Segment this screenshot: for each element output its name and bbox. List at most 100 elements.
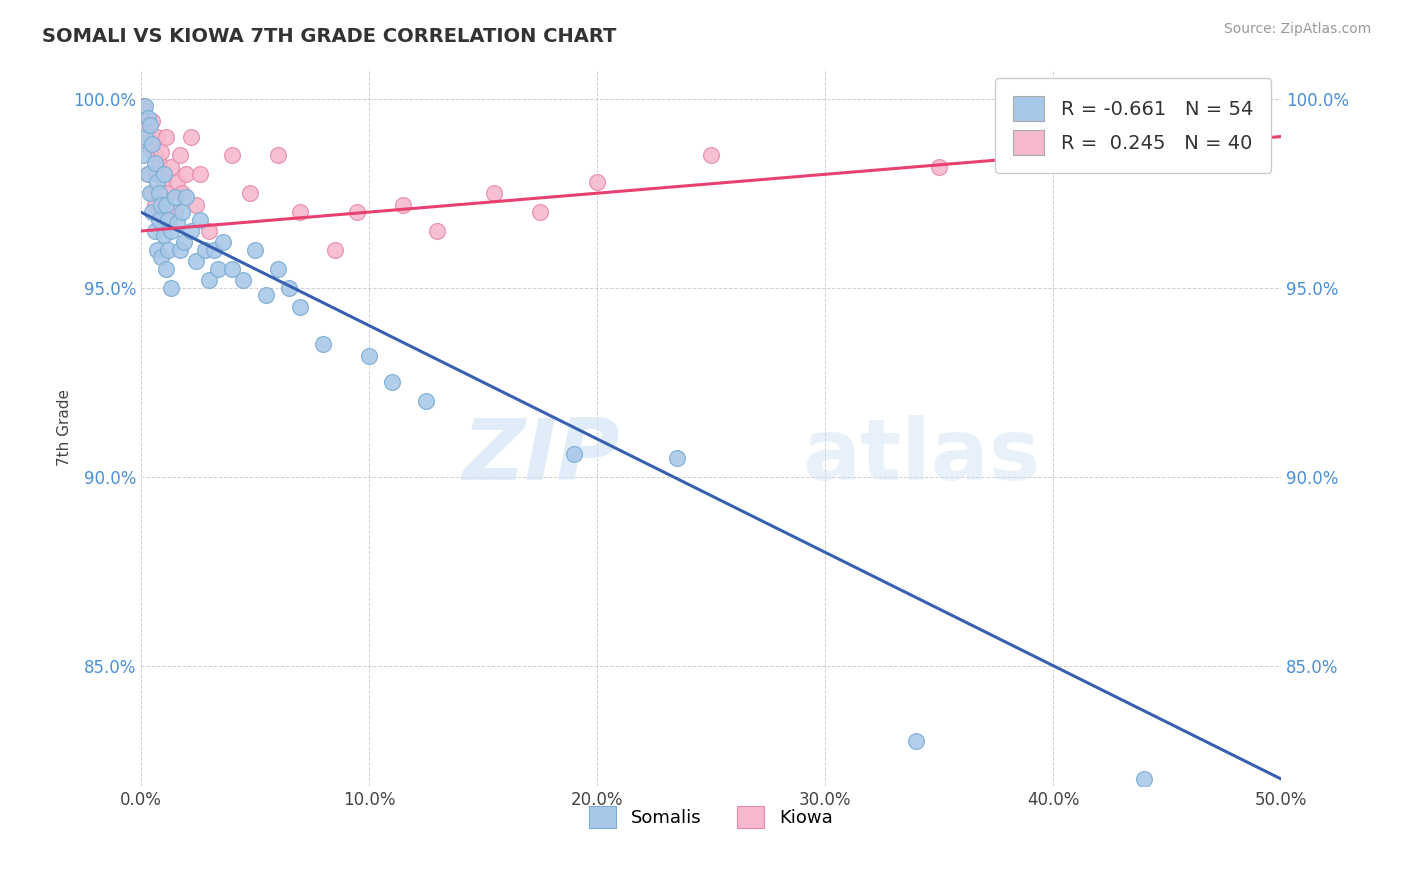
Point xyxy=(159,160,181,174)
Text: Source: ZipAtlas.com: Source: ZipAtlas.com xyxy=(1223,22,1371,37)
Point xyxy=(484,186,506,201)
Point xyxy=(150,145,173,159)
Point xyxy=(170,205,193,219)
Point xyxy=(221,261,243,276)
Point xyxy=(323,243,346,257)
Text: atlas: atlas xyxy=(803,415,1040,498)
Text: SOMALI VS KIOWA 7TH GRADE CORRELATION CHART: SOMALI VS KIOWA 7TH GRADE CORRELATION CH… xyxy=(42,27,617,45)
Point xyxy=(180,224,202,238)
Point xyxy=(266,261,288,276)
Point xyxy=(665,450,688,465)
Point xyxy=(202,243,225,257)
Point xyxy=(170,186,193,201)
Point xyxy=(143,148,166,162)
Point xyxy=(165,205,187,219)
Point xyxy=(176,167,198,181)
Legend: Somalis, Kiowa: Somalis, Kiowa xyxy=(582,798,839,835)
Point xyxy=(152,227,174,242)
Point xyxy=(176,190,198,204)
Point xyxy=(148,186,170,201)
Point xyxy=(290,205,312,219)
Point xyxy=(357,349,380,363)
Point xyxy=(239,186,262,201)
Point xyxy=(169,148,191,162)
Point xyxy=(141,137,163,152)
Point xyxy=(150,197,173,211)
Point xyxy=(155,197,177,211)
Point xyxy=(173,235,195,250)
Point xyxy=(562,447,585,461)
Point xyxy=(529,205,551,219)
Point xyxy=(143,197,166,211)
Point xyxy=(139,141,162,155)
Point xyxy=(132,99,155,113)
Point xyxy=(146,167,169,181)
Point xyxy=(184,254,207,268)
Point xyxy=(152,167,174,181)
Point xyxy=(212,235,235,250)
Point xyxy=(146,175,169,189)
Point xyxy=(184,197,207,211)
Point xyxy=(143,156,166,170)
Point xyxy=(700,148,723,162)
Point xyxy=(136,111,159,125)
Point xyxy=(132,148,155,162)
Point xyxy=(266,148,288,162)
Point xyxy=(141,205,163,219)
Point xyxy=(165,190,187,204)
Point xyxy=(928,160,950,174)
Point xyxy=(586,175,609,189)
Text: ZIP: ZIP xyxy=(463,415,620,498)
Point xyxy=(139,186,162,201)
Point xyxy=(146,243,169,257)
Point xyxy=(148,156,170,170)
Point xyxy=(312,337,335,351)
Point xyxy=(207,261,229,276)
Point xyxy=(155,261,177,276)
Point xyxy=(134,118,156,132)
Point xyxy=(148,212,170,227)
Point xyxy=(169,243,191,257)
Point xyxy=(221,148,243,162)
Point xyxy=(278,281,301,295)
Point xyxy=(136,167,159,181)
Point xyxy=(188,167,211,181)
Point xyxy=(232,273,254,287)
Point xyxy=(180,129,202,144)
Point xyxy=(155,129,177,144)
Point xyxy=(159,281,181,295)
Y-axis label: 7th Grade: 7th Grade xyxy=(58,389,72,466)
Point xyxy=(136,167,159,181)
Point xyxy=(346,205,368,219)
Point xyxy=(157,186,180,201)
Point xyxy=(150,251,173,265)
Point xyxy=(159,224,181,238)
Point xyxy=(157,243,180,257)
Point xyxy=(381,375,404,389)
Point xyxy=(198,224,221,238)
Point xyxy=(134,99,156,113)
Point xyxy=(143,224,166,238)
Point xyxy=(392,197,415,211)
Point xyxy=(188,212,211,227)
Point xyxy=(194,243,217,257)
Point xyxy=(243,243,266,257)
Point xyxy=(415,394,437,409)
Point xyxy=(166,175,188,189)
Point xyxy=(136,129,159,144)
Point xyxy=(166,217,188,231)
Point xyxy=(426,224,449,238)
Point xyxy=(139,118,162,132)
Point xyxy=(254,288,277,302)
Point xyxy=(148,205,170,219)
Point xyxy=(141,114,163,128)
Point xyxy=(152,175,174,189)
Point xyxy=(198,273,221,287)
Point xyxy=(290,300,312,314)
Point xyxy=(134,129,156,144)
Point xyxy=(157,212,180,227)
Point xyxy=(141,186,163,201)
Point xyxy=(905,734,928,748)
Point xyxy=(1133,772,1156,786)
Point xyxy=(146,129,169,144)
